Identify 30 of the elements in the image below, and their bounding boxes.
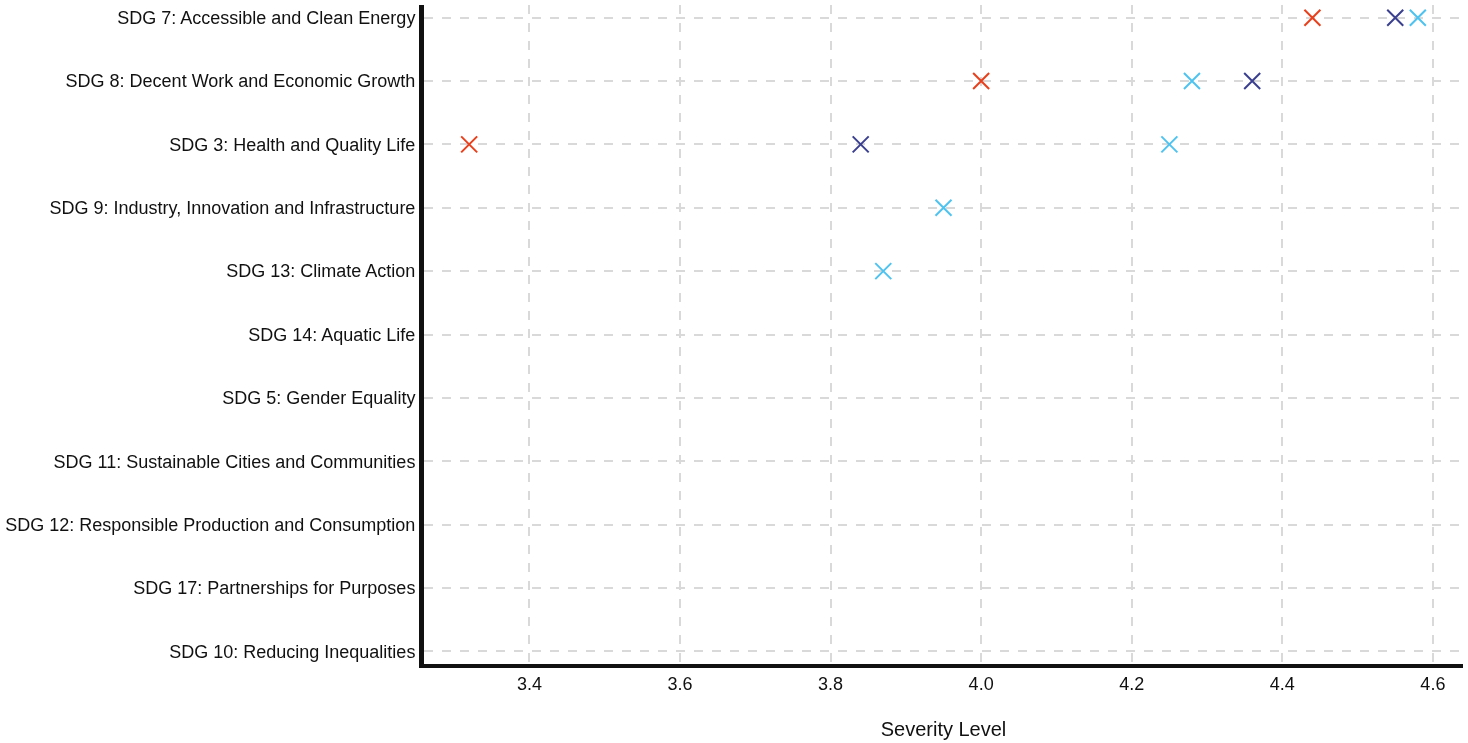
- point: [460, 135, 479, 154]
- point: [1386, 8, 1405, 27]
- y-tick-label: SDG 10: Reducing Inequalities: [169, 641, 416, 662]
- point: [1408, 8, 1427, 27]
- x-tick-label: 4.4: [1269, 673, 1295, 694]
- y-tick-label: SDG 11: Sustainable Cities and Communities: [53, 451, 416, 472]
- y-tick-label: SDG 3: Health and Quality Life: [169, 134, 416, 155]
- x-tick-label: 4.2: [1119, 673, 1145, 694]
- x-tick-label: 4.6: [1420, 673, 1446, 694]
- y-tick-label: SDG 17: Partnerships for Purposes: [133, 578, 416, 599]
- point: [1182, 72, 1201, 91]
- point: [1303, 8, 1322, 27]
- x-axis-title: Severity Level: [880, 717, 1007, 740]
- y-tick-label: SDG 9: Industry, Innovation and Infrastructure: [49, 198, 416, 219]
- x-tick-label: 3.4: [516, 673, 542, 694]
- point: [1160, 135, 1179, 154]
- point: [874, 262, 893, 281]
- point: [1243, 72, 1262, 91]
- y-tick-label: SDG 12: Responsible Production and Consumption: [5, 514, 416, 535]
- y-tick-label: SDG 7: Accessible and Clean Energy: [117, 7, 416, 28]
- y-tick-label: SDG 14: Aquatic Life: [248, 324, 416, 345]
- x-tick-label: 4.0: [968, 673, 994, 694]
- y-tick-label: SDG 8: Decent Work and Economic Growth: [65, 71, 416, 92]
- y-tick-label: SDG 13: Climate Action: [226, 261, 416, 282]
- x-tick-label: 3.6: [667, 673, 693, 694]
- point: [972, 72, 991, 91]
- y-tick-label: SDG 5: Gender Equality: [222, 388, 416, 409]
- point: [851, 135, 870, 154]
- point: [934, 198, 953, 217]
- x-tick-label: 3.8: [818, 673, 844, 694]
